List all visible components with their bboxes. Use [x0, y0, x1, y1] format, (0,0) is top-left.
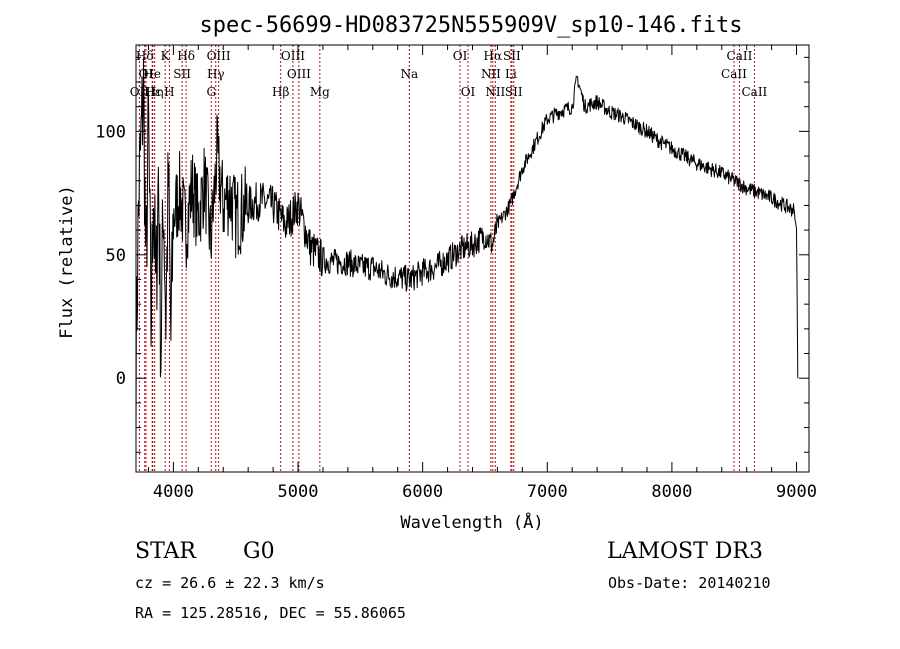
plot-frame — [135, 44, 810, 473]
marker-label: He — [143, 67, 161, 81]
marker-label: OIII — [287, 67, 311, 81]
marker-label: Na — [400, 67, 418, 81]
x-tick-label: 9000 — [776, 482, 817, 502]
marker-label: OI — [453, 49, 468, 63]
series-layer — [135, 58, 799, 434]
redshift-velocity: cz = 26.6 ± 22.3 km/s — [135, 574, 325, 592]
object-class: STAR — [135, 539, 196, 564]
spectrum-chart: spec-56699-HD083725N555909V_sp10-146.fit… — [57, 13, 817, 533]
marker-label: Hδ — [177, 49, 195, 63]
marker-label: K — [161, 49, 171, 63]
chart-title: spec-56699-HD083725N555909V_sp10-146.fit… — [199, 13, 742, 38]
marker-label: G — [206, 85, 216, 99]
y-tick-labels: 0 50 100 — [95, 122, 126, 389]
marker-label: Hα — [484, 49, 503, 63]
x-tick-label: 5000 — [278, 482, 319, 502]
marker-label: CaII — [721, 67, 747, 81]
marker-label: Hη — [146, 85, 164, 99]
y-axis-label: Flux (relative) — [57, 185, 77, 339]
marker-label: SII — [505, 85, 523, 99]
object-subclass: G0 — [243, 539, 275, 564]
marker-label: SII — [503, 49, 521, 63]
observation-date: Obs-Date: 20140210 — [608, 574, 771, 592]
x-tick-labels: 4000 5000 6000 7000 8000 9000 — [153, 482, 817, 502]
marker-label: Hβ — [272, 85, 289, 99]
marker-label: OI — [461, 85, 476, 99]
marker-label: CaII — [741, 85, 767, 99]
x-tick-label: 4000 — [153, 482, 194, 502]
x-tick-label: 8000 — [651, 482, 692, 502]
x-tick-label: 7000 — [527, 482, 568, 502]
marker-label: Mg — [310, 85, 330, 99]
marker-label: CaII — [727, 49, 753, 63]
axis-ticks — [136, 45, 809, 472]
marker-label: Hγ — [207, 67, 225, 81]
x-tick-label: 6000 — [402, 482, 443, 502]
y-tick-label: 0 — [116, 369, 126, 389]
marker-label: OII — [130, 85, 150, 99]
marker-label: Li — [505, 67, 517, 81]
marker-label: Hδ — [136, 49, 154, 63]
marker-label: OI — [139, 67, 154, 81]
marker-label: H — [164, 85, 174, 99]
marker-label: NII — [485, 85, 505, 99]
sky-coordinates: RA = 125.28516, DEC = 55.86065 — [135, 604, 406, 622]
marker-label: SII — [173, 67, 191, 81]
y-tick-label: 100 — [95, 122, 126, 142]
spectrum-line — [135, 58, 799, 434]
marker-label: OIII — [207, 49, 231, 63]
marker-label: NII — [481, 67, 501, 81]
x-axis-label: Wavelength (Å) — [400, 511, 543, 533]
survey-name: LAMOST DR3 — [607, 539, 763, 564]
marker-label: OIII — [281, 49, 305, 63]
y-tick-label: 50 — [106, 246, 126, 266]
marker-label: Hε — [144, 85, 161, 99]
